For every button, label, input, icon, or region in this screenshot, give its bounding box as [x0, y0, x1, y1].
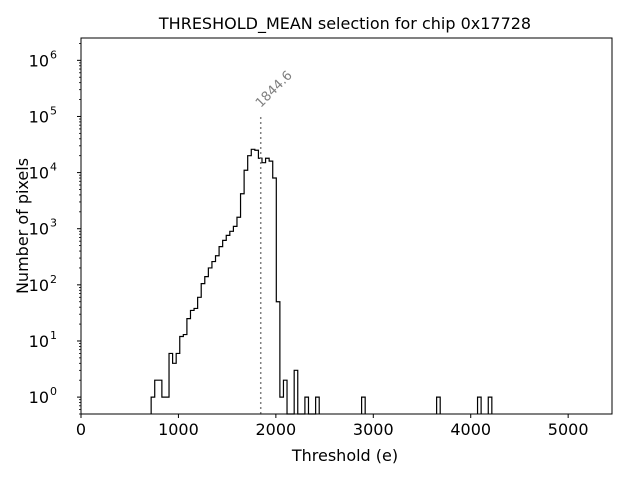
- histogram-bin: [487, 396, 493, 414]
- y-tick-label: 10: [29, 388, 49, 407]
- threshold-marker-label: 1844.6: [253, 68, 296, 111]
- histogram-bin: [436, 396, 441, 414]
- y-axis-label: Number of pixels: [13, 158, 32, 294]
- y-tick-label: 10: [29, 164, 49, 183]
- x-tick-label: 1000: [158, 420, 199, 439]
- histogram-bin: [361, 396, 366, 414]
- y-tick-exponent: 3: [50, 217, 57, 230]
- y-tick-label: 10: [29, 107, 49, 126]
- y-tick-exponent: 2: [50, 273, 57, 286]
- y-tick-label: 10: [29, 51, 49, 70]
- x-axis-label: Threshold (e): [291, 446, 398, 465]
- x-tick-label: 4000: [450, 420, 491, 439]
- chart-title: THRESHOLD_MEAN selection for chip 0x1772…: [158, 14, 531, 34]
- y-tick-exponent: 1: [50, 329, 57, 342]
- y-tick-label: 10: [29, 332, 49, 351]
- y-tick-label: 10: [29, 220, 49, 239]
- histogram-bin: [476, 396, 482, 414]
- plot-frame: [80, 37, 613, 415]
- x-tick-label: 2000: [256, 420, 297, 439]
- y-tick-label: 10: [29, 276, 49, 295]
- x-tick-label: 3000: [353, 420, 394, 439]
- y-tick-exponent: 4: [50, 161, 57, 174]
- histogram-step-line: [150, 148, 320, 415]
- y-tick-exponent: 0: [50, 385, 57, 398]
- x-tick-label: 0: [76, 420, 86, 439]
- y-tick-exponent: 6: [50, 48, 57, 61]
- x-tick-label: 5000: [548, 420, 589, 439]
- y-tick-exponent: 5: [50, 104, 57, 117]
